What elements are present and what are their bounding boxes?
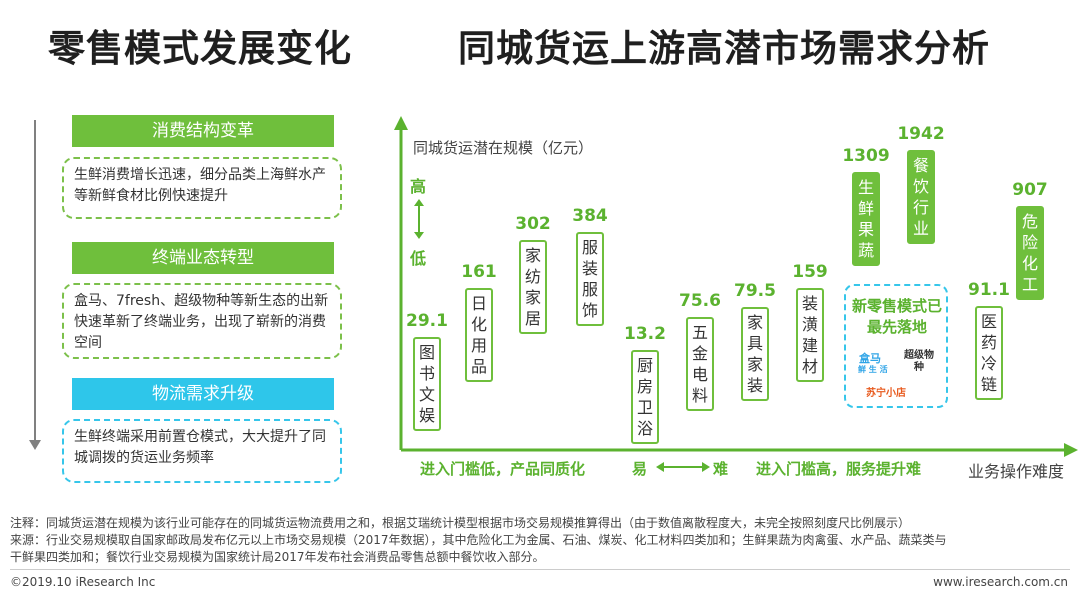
- timeline-arrow-icon: [29, 440, 41, 450]
- category-bar-11: 医药冷链: [975, 306, 1003, 400]
- data-label-2: 161: [461, 262, 497, 282]
- new-retail-title: 新零售模式已最先落地: [851, 297, 942, 336]
- data-label-9: 1309: [842, 146, 890, 166]
- data-label-3: 302: [515, 214, 551, 234]
- category-bar-7: 家具家装: [741, 307, 769, 401]
- x-axis-arrow-icon: [1064, 443, 1078, 457]
- footer-url: www.iresearch.com.cn: [933, 575, 1068, 589]
- footer-divider: [10, 569, 1070, 570]
- section-box-logistics: 生鲜终端采用前置仓模式，大大提升了同城调拨的货运业务频率: [62, 419, 342, 483]
- section-header-logistics: 物流需求升级: [72, 378, 334, 410]
- x-right-label: 进入门槛高，服务提升难: [756, 460, 922, 478]
- new-retail-box: [844, 284, 948, 408]
- up-down-arrow-icon: [414, 199, 424, 239]
- category-bar-8: 装潢建材: [796, 288, 824, 382]
- data-label-8: 159: [792, 262, 828, 282]
- y-low-label: 低: [410, 249, 427, 268]
- easy-arrow-icon: [656, 462, 664, 472]
- x-left-label: 进入门槛低，产品同质化: [420, 460, 586, 478]
- data-label-11: 91.1: [968, 280, 1010, 300]
- y-high-label: 高: [410, 177, 427, 196]
- footer-copyright: ©2019.10 iResearch Inc: [10, 575, 156, 589]
- source-text-2: 干鲜果四类加和；餐饮行业交易规模为国家统计局2017年发布社会消费品零售总额中餐…: [10, 550, 545, 564]
- category-bar-9: 生鲜果蔬: [852, 172, 880, 266]
- source-text-1: 来源：行业交易规模取自国家邮政局发布亿元以上市场交易规模（2017年数据），其中…: [10, 533, 947, 547]
- category-bar-6: 五金电料: [686, 317, 714, 411]
- category-bar-4: 服装服饰: [576, 232, 604, 326]
- hema-sub-logo: 鲜 生 活: [858, 365, 888, 374]
- category-bar-2: 日化用品: [465, 288, 493, 382]
- y-axis-arrow-icon: [394, 116, 408, 130]
- data-label-10: 1942: [897, 124, 945, 144]
- hard-arrow-icon: [702, 462, 710, 472]
- notes-block: 注释：同城货运潜在规模为该行业可能存在的同城货运物流费用之和，根据艾瑞统计模型根…: [10, 515, 1070, 566]
- section-box-consumption: 生鲜消费增长迅速，细分品类上海鲜水产等新鲜食材比例快速提升: [62, 157, 342, 219]
- title-left: 零售模式发展变化: [48, 27, 352, 70]
- x-hard-label: 难: [713, 460, 729, 478]
- data-label-4: 384: [572, 206, 608, 226]
- category-bar-10: 餐饮行业: [907, 150, 935, 244]
- section-header-consumption: 消费结构变革: [72, 115, 334, 147]
- y-axis-label: 同城货运潜在规模（亿元）: [413, 139, 594, 157]
- data-label-6: 75.6: [679, 291, 721, 311]
- section-header-terminal: 终端业态转型: [72, 242, 334, 274]
- super-species-logo: 超级物种: [904, 350, 934, 373]
- section-box-terminal: 盒马、7fresh、超级物种等新生态的出新快速革新了终端业务，出现了崭新的消费空…: [62, 283, 342, 359]
- note-text: 注释：同城货运潜在规模为该行业可能存在的同城货运物流费用之和，根据艾瑞统计模型根…: [10, 516, 911, 530]
- category-bar-3: 家纺家居: [519, 240, 547, 334]
- suning-logo: 苏宁小店: [866, 388, 906, 399]
- data-label-1: 29.1: [406, 311, 448, 331]
- title-right: 同城货运上游高潜市场需求分析: [458, 27, 990, 70]
- category-bar-1: 图书文娱: [413, 337, 441, 431]
- category-bar-5: 厨房卫浴: [631, 350, 659, 444]
- data-label-12: 907: [1012, 180, 1048, 200]
- hema-logo: 盒马: [859, 352, 881, 365]
- data-label-7: 79.5: [734, 281, 776, 301]
- x-axis-label: 业务操作难度: [968, 462, 1065, 481]
- data-label-5: 13.2: [624, 324, 666, 344]
- timeline-line: [34, 120, 36, 442]
- category-bar-12: 危险化工: [1016, 206, 1044, 300]
- x-easy-label: 易: [632, 460, 648, 478]
